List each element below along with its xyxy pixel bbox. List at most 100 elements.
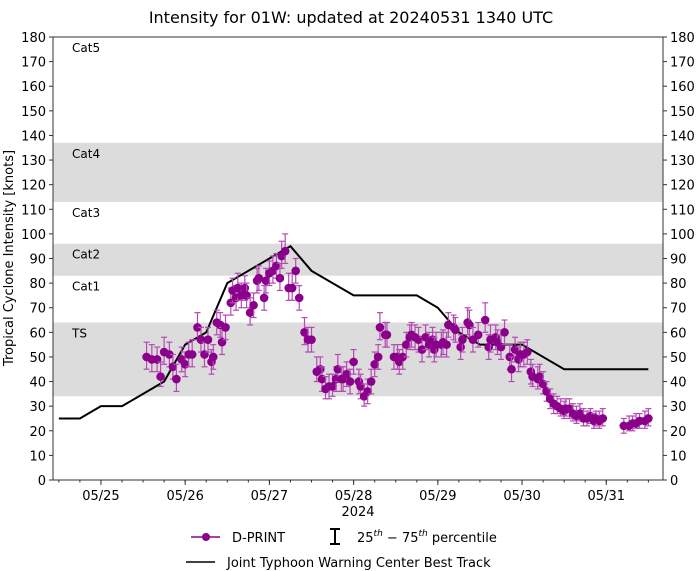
dprint-marker: [456, 342, 465, 352]
dprint-marker: [370, 360, 379, 369]
dprint-marker: [421, 332, 430, 342]
dprint-point: [382, 321, 392, 348]
dprint-point: [187, 339, 197, 368]
dprint-marker: [203, 335, 213, 345]
dprint-point: [349, 348, 358, 375]
legend-dprint-label: D-PRINT: [232, 531, 285, 546]
x-axis-year-label: 2024: [341, 505, 374, 520]
dprint-marker: [644, 414, 653, 423]
dprint-marker: [342, 369, 351, 379]
y-tick-label-right: 140: [670, 129, 695, 144]
band-label-cat1: Cat1: [72, 280, 100, 294]
dprint-marker: [382, 330, 392, 340]
dprint-point: [373, 344, 383, 370]
y-tick-label-left: 70: [29, 302, 46, 317]
dprint-marker: [398, 352, 408, 362]
dprint-marker: [451, 325, 460, 335]
dprint-point: [500, 319, 509, 346]
dprint-marker: [233, 283, 243, 293]
x-tick-label: 05/31: [588, 489, 625, 504]
dprint-marker: [458, 335, 467, 345]
x-tick-label: 05/29: [419, 489, 456, 504]
dprint-marker: [401, 340, 411, 349]
band-label-cat5: Cat5: [72, 41, 100, 55]
dprint-marker: [165, 350, 174, 359]
dprint-point: [280, 233, 290, 265]
x-tick-label: 05/25: [82, 489, 119, 504]
dprint-marker: [193, 323, 202, 332]
y-tick-label-right: 40: [670, 376, 687, 391]
y-tick-label-left: 100: [21, 228, 46, 243]
dprint-marker: [221, 323, 230, 332]
y-tick-label-right: 80: [670, 277, 687, 292]
dprint-point: [493, 329, 502, 356]
y-tick-label-left: 130: [21, 154, 46, 169]
dprint-point: [307, 326, 316, 353]
legend: D-PRINT 25th − 75th percentile Joint Typ…: [186, 528, 497, 571]
dprint-point: [366, 368, 376, 395]
y-tick-label-left: 0: [38, 474, 46, 489]
y-tick-label-left: 10: [29, 449, 46, 464]
dprint-point: [156, 361, 165, 388]
dprint-marker: [373, 352, 383, 362]
dprint-point: [480, 302, 490, 333]
y-tick-label-right: 130: [670, 154, 695, 169]
x-tick-label: 05/27: [251, 489, 288, 504]
dprint-marker: [345, 377, 355, 386]
dprint-marker: [535, 372, 544, 381]
y-tick-label-right: 20: [670, 425, 687, 440]
y-tick-label-right: 0: [670, 474, 678, 489]
dprint-point: [294, 284, 304, 311]
y-tick-label-left: 160: [21, 80, 46, 95]
dprint-point: [375, 312, 385, 341]
dprint-marker: [442, 340, 451, 349]
legend-errorbar-icon: [330, 528, 340, 545]
y-tick-label-left: 180: [21, 31, 46, 46]
y-tick-label-right: 110: [670, 203, 695, 218]
dprint-marker: [261, 276, 271, 285]
y-tick-label-left: 170: [21, 56, 46, 71]
y-tick-label-right: 100: [670, 228, 695, 243]
dprint-marker: [287, 283, 297, 293]
band-cat2: [53, 243, 663, 276]
y-tick-label-right: 10: [670, 449, 687, 464]
legend-besttrack-label: Joint Typhoon Warning Center Best Track: [226, 556, 491, 571]
dprint-point: [233, 272, 243, 301]
dprint-point: [254, 265, 264, 292]
dprint-point: [287, 272, 297, 301]
dprint-marker: [294, 293, 304, 303]
y-tick-label-left: 40: [29, 376, 46, 391]
y-tick-label-right: 160: [670, 80, 695, 95]
y-tick-label-left: 60: [29, 326, 46, 341]
dprint-point: [523, 339, 532, 365]
y-tick-label-left: 90: [29, 253, 46, 268]
dprint-marker: [480, 315, 490, 325]
dprint-marker: [240, 283, 250, 293]
dprint-marker: [245, 308, 255, 317]
y-tick-label-right: 170: [670, 56, 695, 71]
dprint-point: [473, 321, 483, 348]
dprint-point: [345, 368, 355, 395]
dprint-marker: [156, 372, 165, 381]
best-track-line: [58, 244, 649, 420]
dprint-point: [245, 297, 255, 326]
y-tick-label-right: 90: [670, 253, 687, 268]
dprint-point: [458, 326, 467, 353]
dprint-point: [451, 316, 460, 343]
dprint-marker: [366, 377, 376, 386]
y-axis-label: Tropical Cyclone Intensity [knots]: [2, 150, 17, 367]
band-label-cat4: Cat4: [72, 147, 100, 161]
dprint-point: [249, 292, 258, 319]
dprint-marker: [328, 382, 337, 391]
dprint-marker: [300, 328, 309, 337]
dprint-point: [203, 326, 213, 353]
y-tick-label-right: 60: [670, 326, 687, 341]
dprint-point: [398, 344, 408, 370]
band-label-ts: TS: [71, 326, 87, 340]
y-tick-label-right: 180: [670, 31, 695, 46]
dprint-marker: [275, 273, 285, 283]
band-label-cat2: Cat2: [72, 248, 100, 262]
dprint-marker: [417, 345, 427, 354]
dprint-point: [221, 314, 230, 341]
